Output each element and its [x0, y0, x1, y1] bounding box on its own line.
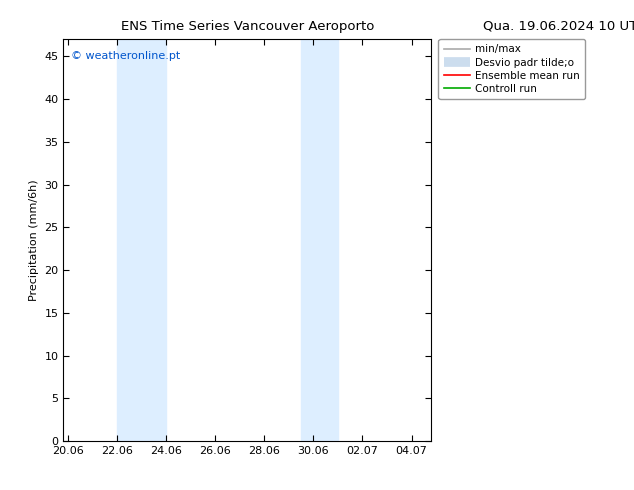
- Text: © weatheronline.pt: © weatheronline.pt: [71, 51, 180, 61]
- Text: ENS Time Series Vancouver Aeroporto: ENS Time Series Vancouver Aeroporto: [120, 20, 374, 33]
- Y-axis label: Precipitation (mm/6h): Precipitation (mm/6h): [29, 179, 39, 301]
- Legend: min/max, Desvio padr tilde;o, Ensemble mean run, Controll run: min/max, Desvio padr tilde;o, Ensemble m…: [439, 39, 585, 99]
- Bar: [117, 39, 166, 441]
- Bar: [301, 39, 338, 441]
- Text: Qua. 19.06.2024 10 UTC: Qua. 19.06.2024 10 UTC: [483, 20, 634, 33]
